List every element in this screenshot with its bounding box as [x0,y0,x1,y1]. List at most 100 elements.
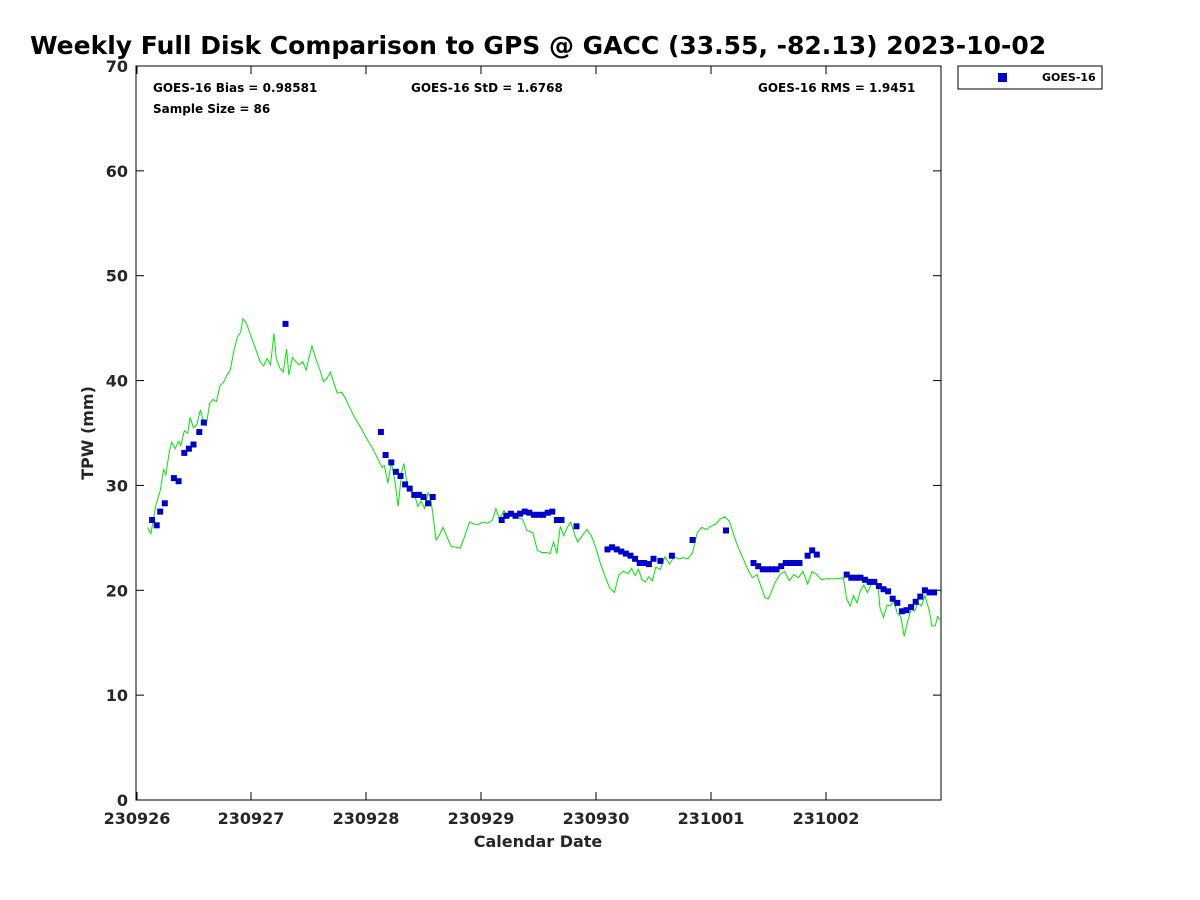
goes-16-point [558,517,565,523]
goes-16-point [196,429,203,435]
goes-16-point [397,473,404,479]
stat-sample-size: Sample Size = 86 [153,102,270,116]
goes-16-point [406,485,413,492]
goes-16-point [636,560,643,566]
goes-16-point [200,419,207,426]
goes-16-point [161,500,168,507]
goes-16-point [530,511,537,518]
goes-16-point [778,563,785,570]
goes-16-point [420,494,427,500]
goes-16-point [402,481,409,488]
goes-16-point [609,544,616,551]
goes-16-point [149,517,156,523]
goes-16-point [782,560,789,566]
goes-16-point [787,560,794,566]
goes-16-point [908,604,915,611]
goes-16-point [392,468,399,475]
goes-16-point [622,550,629,557]
goes-16-point [157,508,164,515]
goes-16-point [809,547,816,554]
series-line-gps [147,317,941,637]
goes-16-point [885,588,892,595]
goes-16-point [764,566,771,573]
goes-16-point [604,546,611,553]
goes-16-point [917,593,924,600]
goes-16-point [866,578,873,585]
goes-16-point [689,537,696,543]
legend-marker-goes-16 [998,73,1007,82]
goes-16-point [926,589,933,596]
x-tick-label: 230929 [448,809,515,828]
goes-16-point [921,587,928,594]
goes-16-point [889,595,896,602]
x-tick-label: 230928 [333,809,400,828]
y-tick-label: 0 [117,791,128,810]
goes-16-point [517,510,524,517]
x-axis-label: Calendar Date [474,832,603,851]
goes-16-point [769,566,775,573]
goes-16-point [650,555,657,562]
goes-16-point [723,527,729,534]
goes-16-point [170,475,177,482]
goes-16-point [750,560,757,566]
x-tick-label: 231002 [793,809,860,828]
goes-16-point [382,452,389,458]
goes-16-point [498,517,505,523]
y-tick-label: 10 [106,686,128,705]
goes-16-point [190,441,197,448]
series-goes-16-points [149,320,938,615]
stat-rms: GOES-16 RMS = 1.9451 [758,81,915,95]
chart-title: Weekly Full Disk Comparison to GPS @ GAC… [30,31,1046,60]
goes-16-point [857,574,864,581]
x-tick-label: 230926 [104,809,171,828]
goes-16-point [526,509,533,516]
goes-16-point [507,510,514,517]
goes-16-point [894,599,901,606]
goes-16-point [871,578,878,585]
y-axis-label: TPW (mm) [78,386,97,480]
goes-16-point [862,576,869,583]
goes-16-point [632,555,639,562]
goes-16-point [613,546,620,553]
legend-box [957,65,1103,90]
goes-16-point [759,566,766,573]
y-tick-label: 60 [106,162,128,181]
goes-16-point [411,491,418,498]
stat-bias: GOES-16 Bias = 0.98581 [153,81,317,95]
goes-16-point [875,583,882,590]
goes-16-point [512,512,519,519]
x-axis: 230926 230927 230928 230929 230930 231001 2310… [104,66,860,828]
goes-16-point [549,508,556,515]
y-tick-label: 70 [106,57,128,76]
goes-16-point [503,512,510,519]
goes-16-point [181,449,188,456]
goes-16-point [425,500,432,507]
legend-label-goes-16: GOES-16 [1042,71,1096,84]
goes-16-point [153,522,160,529]
goes-16-point [553,517,560,523]
goes-16-point [898,608,905,615]
y-tick-label: 20 [106,581,128,600]
goes-16-point [185,445,192,452]
goes-16-point [429,494,436,500]
goes-16-point [755,563,762,570]
goes-16-point [931,589,938,596]
y-axis: 0 10 20 30 40 50 60 70 [106,57,941,810]
goes-16-point [843,571,850,578]
goes-16-point [175,478,182,485]
goes-16-point [544,509,551,516]
goes-16-point [804,552,811,559]
goes-16-point [641,560,648,566]
goes-16-point [627,552,634,559]
legend: GOES-16 [957,65,1103,90]
goes-16-point [813,551,820,558]
goes-16-point [852,574,859,581]
x-tick-label: 230930 [563,809,630,828]
goes-16-point [796,560,803,566]
goes-16-point [388,459,395,466]
goes-16-point [792,560,798,566]
goes-16-point [773,566,780,573]
stat-std: GOES-16 StD = 1.6768 [411,81,563,95]
goes-16-point [848,574,855,581]
